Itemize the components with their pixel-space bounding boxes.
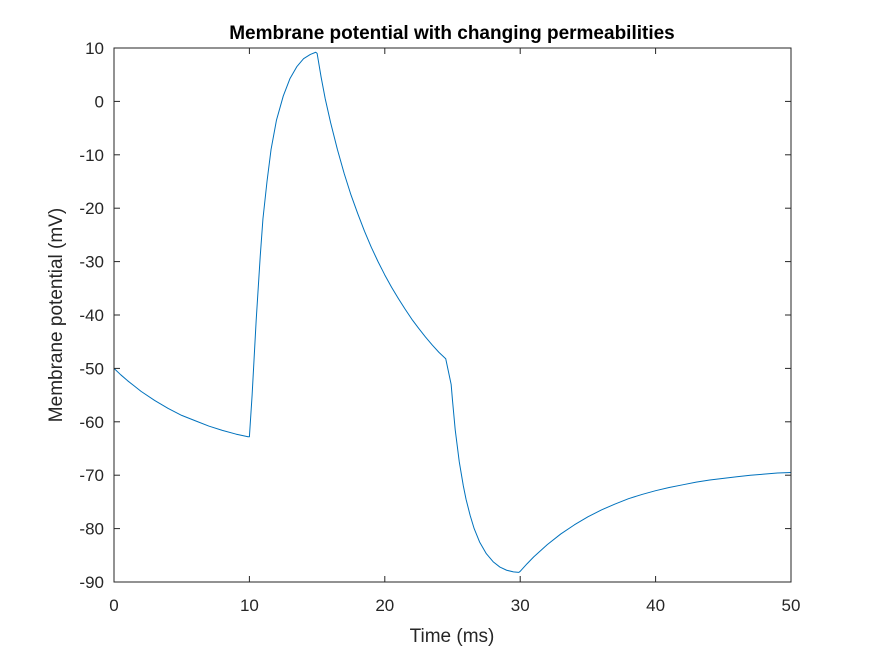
x-axis-label: Time (ms)	[410, 626, 495, 647]
y-tick-label: -60	[79, 413, 104, 432]
y-tick-label: -10	[79, 146, 104, 165]
y-axis-label: Membrane potential (mV)	[46, 208, 67, 422]
x-tick-label: 0	[109, 596, 118, 615]
x-tick-label: 40	[646, 596, 665, 615]
x-tick-label: 20	[375, 596, 394, 615]
y-tick-label: -40	[79, 306, 104, 325]
y-tick-label: -50	[79, 359, 104, 378]
y-tick-label: -90	[79, 573, 104, 592]
y-tick-label: -30	[79, 253, 104, 272]
series-layer	[113, 51, 792, 573]
plot-area	[114, 48, 791, 582]
y-tick-label: -70	[79, 466, 104, 485]
series-line-0	[113, 51, 792, 573]
y-axis-ticks: 10 0 -10 -20 -30 -40 -50 -60 -70 -80 -90	[79, 39, 791, 592]
y-tick-label: 10	[85, 39, 104, 58]
chart-title: Membrane potential with changing permeab…	[229, 23, 675, 44]
x-axis-ticks: 0 10 20 30 40 50	[109, 48, 800, 615]
x-tick-label: 10	[240, 596, 259, 615]
x-tick-label: 30	[511, 596, 530, 615]
y-tick-label: -20	[79, 199, 104, 218]
y-tick-label: 0	[95, 92, 104, 111]
x-tick-label: 50	[782, 596, 801, 615]
y-tick-label: -80	[79, 520, 104, 539]
